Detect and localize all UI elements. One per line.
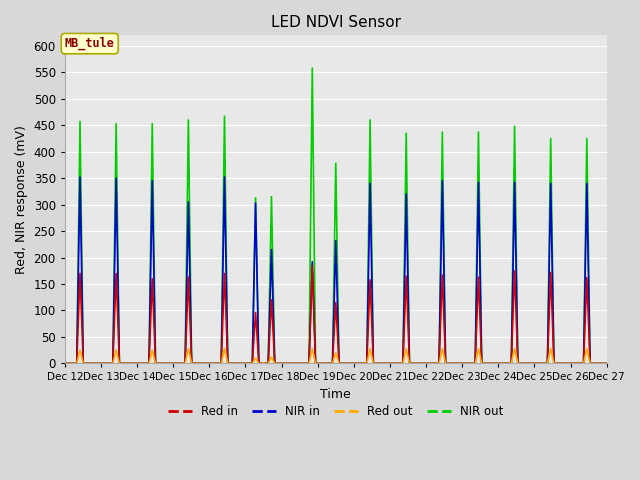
Legend: Red in, NIR in, Red out, NIR out: Red in, NIR in, Red out, NIR out	[163, 401, 508, 423]
X-axis label: Time: Time	[321, 388, 351, 401]
Text: MB_tule: MB_tule	[65, 37, 115, 50]
Title: LED NDVI Sensor: LED NDVI Sensor	[271, 15, 401, 30]
Y-axis label: Red, NIR response (mV): Red, NIR response (mV)	[15, 125, 28, 274]
